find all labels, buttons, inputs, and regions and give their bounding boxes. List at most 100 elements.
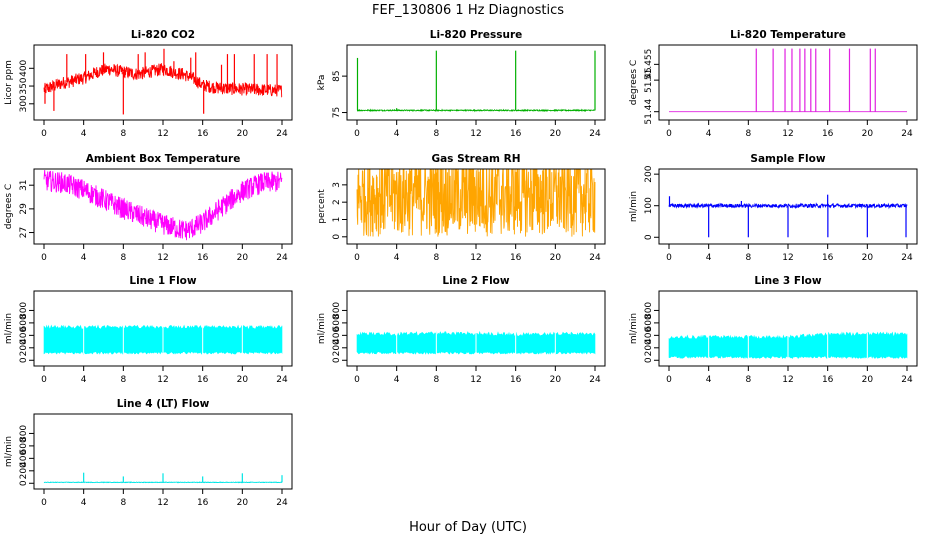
x-tick-label: 20	[550, 375, 562, 385]
plot-area	[668, 331, 908, 360]
x-tick-label: 0	[41, 498, 47, 508]
x-tick-label: 8	[120, 498, 126, 508]
x-tick-label: 16	[822, 375, 834, 385]
x-tick-label: 12	[157, 498, 168, 508]
data-series-line-0	[356, 108, 596, 113]
x-tick-label: 0	[354, 129, 360, 139]
y-tick-label: 600	[19, 314, 29, 331]
y-tick-label: 2	[332, 199, 342, 205]
y-tick-label: 31	[19, 179, 29, 190]
x-tick-label: 0	[354, 375, 360, 385]
x-tick-label: 24	[276, 253, 288, 263]
chart-panel-3: Li-820 Temperature degrees C 0 4 8 12 16 20 24 51…	[629, 29, 918, 139]
y-tick-label: 400	[332, 326, 342, 343]
y-tick-label: 600	[19, 437, 29, 454]
y-tick-label: 0	[644, 357, 654, 363]
y-tick-label: 600	[644, 314, 654, 331]
chart-title: Line 3 Flow	[754, 275, 821, 287]
y-tick-label: 200	[332, 339, 342, 356]
x-tick-label: 0	[41, 253, 47, 263]
x-tick-label: 24	[276, 498, 288, 508]
x-tick-label: 12	[470, 375, 481, 385]
x-tick-label: 16	[197, 129, 209, 139]
y-tick-label: 800	[19, 425, 29, 442]
x-tick-label: 4	[394, 129, 400, 139]
x-tick-label: 12	[470, 253, 481, 263]
x-tick-label: 8	[745, 375, 751, 385]
y-tick-label: 200	[644, 339, 654, 356]
x-tick-label: 20	[237, 253, 249, 263]
plot-frame	[346, 290, 606, 367]
y-axis-label: ml/min	[4, 436, 14, 467]
y-tick-label: 800	[644, 302, 654, 319]
x-tick-label: 16	[510, 253, 522, 263]
x-tick-label: 24	[276, 129, 288, 139]
plot-area	[669, 48, 907, 113]
x-tick-label: 8	[120, 375, 126, 385]
y-tick-label: 0	[332, 234, 342, 240]
x-tick-label: 24	[589, 375, 601, 385]
x-tick-label: 24	[901, 253, 913, 263]
y-tick-label: 0	[19, 480, 29, 486]
x-tick-label: 24	[901, 375, 913, 385]
x-tick-label: 16	[510, 129, 522, 139]
x-tick-label: 0	[666, 129, 672, 139]
y-tick-label: 200	[19, 339, 29, 356]
y-tick-label: 3	[332, 182, 342, 188]
plot-area	[356, 169, 596, 237]
plot-area	[43, 169, 283, 241]
x-tick-label: 24	[276, 375, 288, 385]
plot-frame	[33, 168, 293, 245]
y-tick-label: 0	[332, 357, 342, 363]
x-tick-label: 0	[354, 253, 360, 263]
x-tick-label: 4	[706, 253, 712, 263]
chart-panel-2: Li-820 Pressure kPa 0 4 8 12 16 20 24 75 85	[317, 29, 606, 139]
y-tick-label: 400	[19, 449, 29, 466]
x-tick-label: 20	[862, 253, 874, 263]
y-tick-label: 800	[332, 302, 342, 319]
x-tick-label: 24	[901, 129, 913, 139]
x-tick-label: 8	[433, 129, 439, 139]
y-tick-label: 300	[19, 95, 29, 112]
chart-title: Line 4 (LT) Flow	[117, 398, 210, 410]
x-tick-label: 8	[433, 375, 439, 385]
x-tick-label: 4	[394, 253, 400, 263]
y-tick-label: 51.455	[644, 49, 654, 81]
plot-area	[43, 324, 283, 355]
data-series-line-0	[43, 63, 283, 98]
x-tick-label: 20	[237, 129, 249, 139]
x-tick-label: 4	[706, 375, 712, 385]
x-tick-label: 12	[782, 375, 793, 385]
x-tick-label: 20	[862, 129, 874, 139]
y-tick-label: 0	[644, 234, 654, 240]
x-tick-label: 0	[41, 129, 47, 139]
x-tick-label: 20	[237, 375, 249, 385]
y-axis-label: kPa	[317, 75, 327, 91]
plot-area	[356, 330, 596, 355]
chart-title: Li-820 Temperature	[730, 29, 846, 41]
y-axis-label: degrees C	[4, 184, 14, 229]
y-tick-label: 75	[332, 107, 342, 118]
chart-title: Sample Flow	[750, 153, 825, 165]
x-tick-label: 16	[197, 375, 209, 385]
y-tick-label: 1	[332, 217, 342, 223]
chart-title: Li-820 Pressure	[430, 29, 523, 41]
plot-area	[668, 194, 908, 238]
x-tick-label: 24	[589, 253, 601, 263]
y-axis-label: ml/min	[629, 191, 639, 222]
y-tick-label: 400	[19, 326, 29, 343]
x-tick-label: 12	[470, 129, 481, 139]
y-tick-label: 600	[332, 314, 342, 331]
data-series-line-0	[43, 169, 283, 241]
x-tick-label: 4	[706, 129, 712, 139]
y-tick-label: 27	[19, 227, 29, 238]
chart-title: Ambient Box Temperature	[86, 153, 241, 165]
x-tick-label: 16	[822, 129, 834, 139]
chart-title: Line 1 Flow	[129, 275, 196, 287]
x-tick-label: 0	[41, 375, 47, 385]
y-axis-label: Licor ppm	[4, 60, 14, 105]
